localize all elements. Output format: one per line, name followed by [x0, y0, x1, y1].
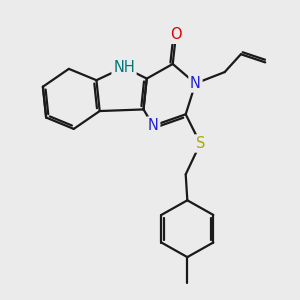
Text: N: N	[148, 118, 159, 133]
Text: NH: NH	[113, 60, 135, 75]
Text: N: N	[190, 76, 201, 91]
Text: S: S	[196, 136, 205, 151]
Text: O: O	[170, 27, 182, 42]
